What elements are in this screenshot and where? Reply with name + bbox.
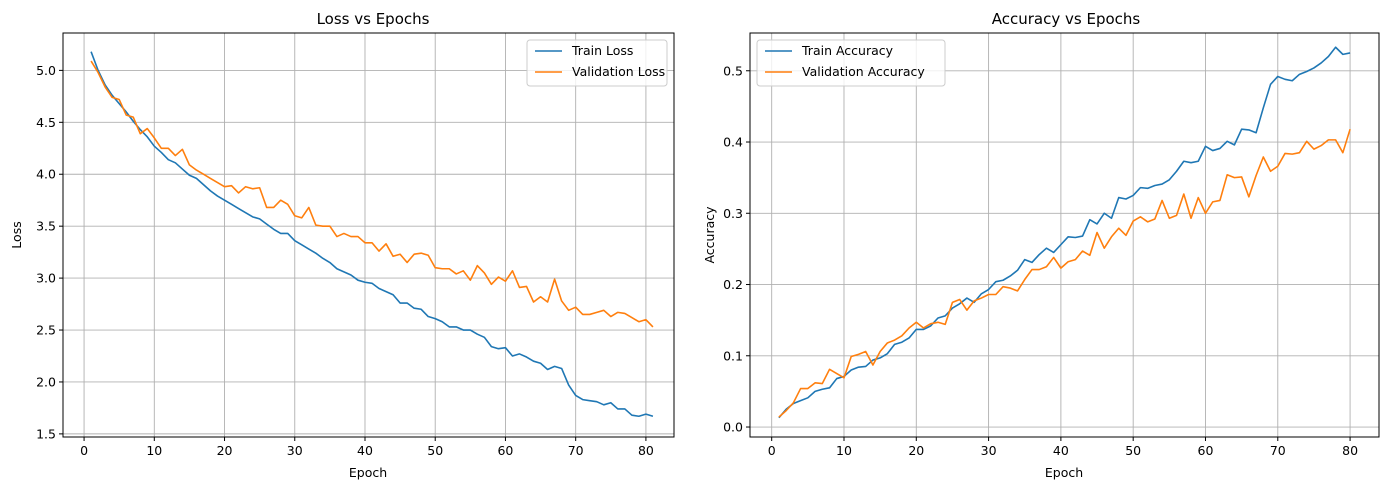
accuracy-chart-x-label: Epoch [1045,465,1083,480]
loss-chart-y-label: Loss [9,221,24,248]
loss-y-tick-label: 3.5 [36,219,56,234]
validation-accuracy-line [778,128,1351,418]
loss-x-tick-label: 10 [146,443,162,458]
loss-y-tick-label: 1.5 [36,426,56,441]
accuracy-x-tick-label: 60 [1198,443,1214,458]
legend-validation-accuracy-label: Validation Accuracy [802,64,925,79]
accuracy-y-tick-label: 0.1 [723,348,743,363]
accuracy-chart-legend[interactable]: Train Accuracy Validation Accuracy [756,39,946,87]
legend-train-loss-label: Train Loss [571,43,633,58]
loss-chart-axes-frame [62,32,675,438]
loss-x-tick-label: 60 [497,443,513,458]
accuracy-x-tick-label: 70 [1270,443,1286,458]
legend-train-accuracy-label: Train Accuracy [801,43,894,58]
loss-chart-x-ticks: 0 10 20 30 40 50 60 70 80 [80,437,654,458]
accuracy-x-tick-label: 20 [908,443,924,458]
loss-chart-title: Loss vs Epochs [317,10,430,28]
train-accuracy-line [778,46,1351,419]
loss-y-tick-label: 5.0 [36,63,56,78]
accuracy-x-tick-label: 0 [768,443,776,458]
accuracy-x-tick-label: 40 [1053,443,1069,458]
loss-x-tick-label: 70 [568,443,584,458]
accuracy-y-tick-label: 0.2 [723,277,743,292]
loss-x-tick-label: 30 [287,443,303,458]
accuracy-chart-x-ticks: 0 10 20 30 40 50 60 70 80 [768,437,1358,458]
loss-x-tick-label: 40 [357,443,373,458]
loss-x-tick-label: 80 [638,443,654,458]
loss-y-tick-label: 2.0 [36,374,56,389]
loss-x-tick-label: 0 [80,443,88,458]
loss-y-tick-label: 3.0 [36,271,56,286]
loss-x-tick-label: 20 [217,443,233,458]
accuracy-x-tick-label: 50 [1125,443,1141,458]
accuracy-x-tick-label: 80 [1342,443,1358,458]
loss-chart-grid [63,33,674,437]
accuracy-y-tick-label: 0.3 [723,206,743,221]
loss-chart-x-label: Epoch [349,465,387,480]
accuracy-chart-title: Accuracy vs Epochs [992,10,1141,28]
accuracy-y-tick-label: 0.4 [723,135,743,150]
accuracy-chart-axes-frame [749,32,1380,438]
accuracy-x-tick-label: 10 [836,443,852,458]
loss-chart-y-ticks: 1.5 2.0 2.5 3.0 3.5 4.0 4.5 5.0 [36,63,63,441]
accuracy-chart-series [778,46,1351,419]
loss-y-tick-label: 2.5 [36,323,56,338]
loss-chart-series [90,51,654,418]
accuracy-chart: Accuracy vs Epochs 0 10 20 30 40 50 60 70 80 0.0… [702,10,1380,480]
loss-x-tick-label: 50 [427,443,443,458]
accuracy-chart-y-label: Accuracy [702,206,717,264]
accuracy-x-tick-label: 30 [981,443,997,458]
legend-validation-loss-label: Validation Loss [572,64,665,79]
train-loss-line [90,51,654,418]
accuracy-y-tick-label: 0.0 [723,420,743,435]
loss-chart-legend[interactable]: Train Loss Validation Loss [526,39,668,87]
loss-y-tick-label: 4.0 [36,167,56,182]
validation-loss-line [90,60,654,328]
accuracy-chart-y-ticks: 0.0 0.1 0.2 0.3 0.4 0.5 [723,63,750,435]
loss-chart: Loss vs Epochs 0 10 20 30 40 50 60 70 80 1.5 2.0 2… [9,10,675,480]
loss-y-tick-label: 4.5 [36,115,56,130]
accuracy-y-tick-label: 0.5 [723,63,743,78]
